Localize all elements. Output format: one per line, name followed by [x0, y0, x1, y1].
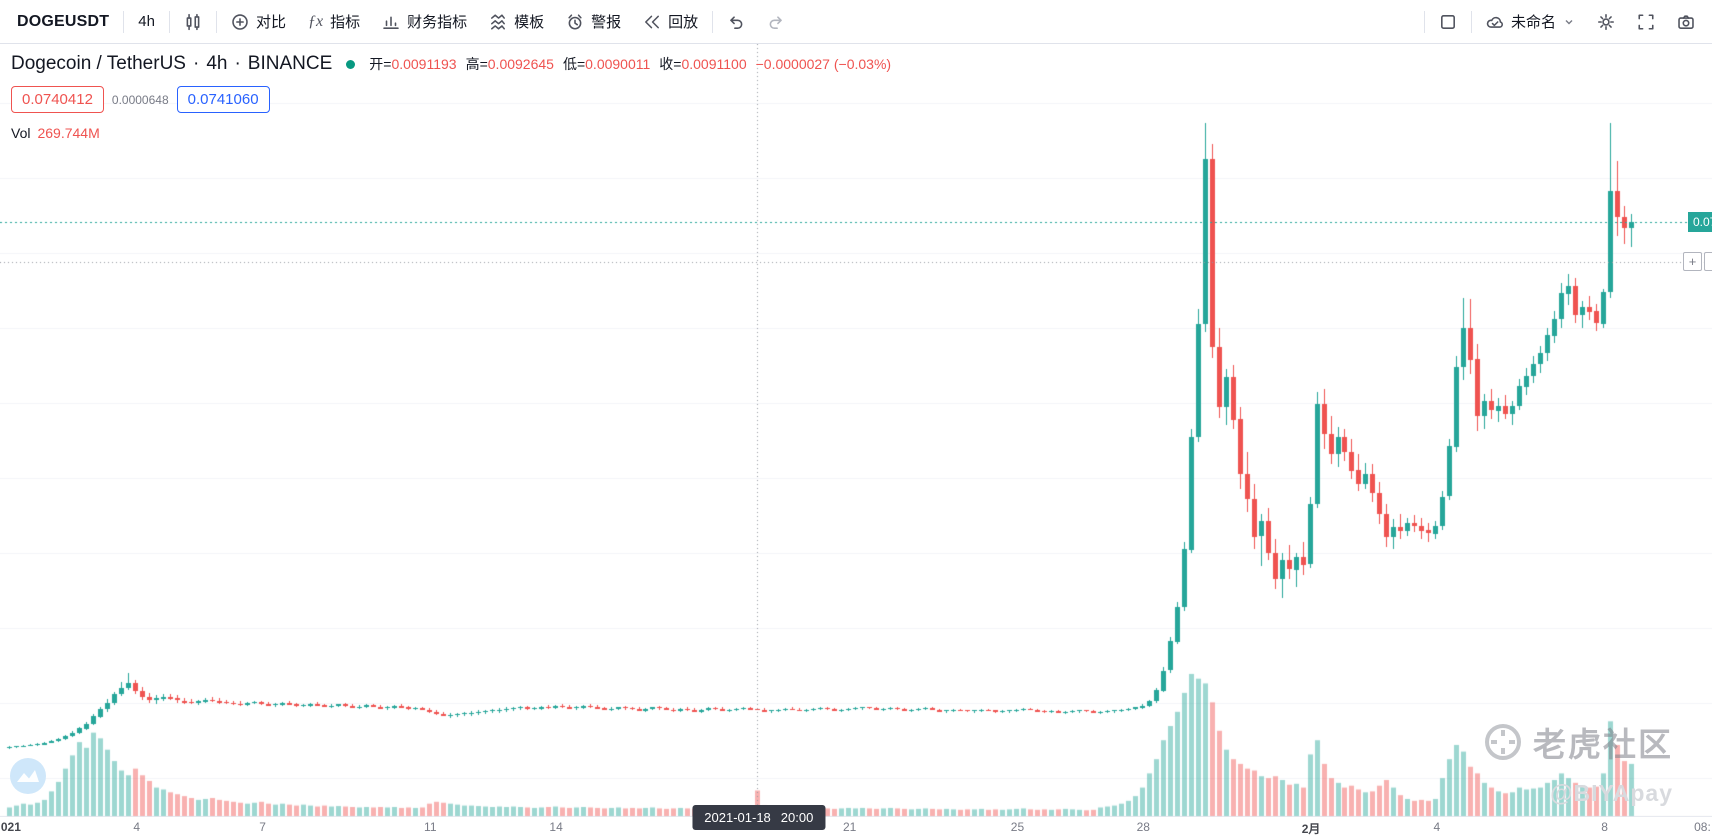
fullscreen-icon	[1638, 13, 1654, 30]
volume-label: Vol	[11, 125, 31, 141]
spread-value: 0.0000648	[111, 92, 169, 107]
time-axis-label: 7	[259, 820, 266, 834]
time-axis-label: 4	[133, 820, 141, 834]
high-value: 0.0092645	[487, 56, 554, 72]
symbol-title-row: Dogecoin / TetherUS · 4h · BINANCE 开=0.0…	[11, 53, 891, 75]
time-axis-label: 8	[1601, 820, 1608, 834]
title-separator: ·	[192, 53, 200, 74]
alert-label: 警报	[591, 14, 622, 31]
layout-icon	[1441, 14, 1455, 29]
toolbar-separator	[168, 10, 170, 33]
sell-button[interactable]: 0.0740412	[11, 86, 104, 113]
time-axis-label: 08:	[1694, 820, 1711, 834]
close-value: 0.0091100	[681, 56, 747, 72]
chevron-down-icon	[1565, 19, 1573, 24]
broker-logo[interactable]	[9, 757, 47, 795]
fx-icon: ƒx	[307, 12, 324, 30]
low-value: 0.0090011	[585, 56, 651, 72]
top-toolbar: DOGEUSDT 4h 对比 ƒx 指标 财务指标	[0, 0, 1712, 44]
trade-buttons-row: 0.0740412 0.0000648 0.0741060	[11, 86, 891, 113]
toolbar-separator	[1423, 10, 1425, 33]
open-value: 0.0091193	[391, 56, 457, 72]
title-exchange[interactable]: BINANCE	[247, 53, 333, 74]
high-label: 高=	[465, 56, 488, 72]
symbol-button[interactable]: DOGEUSDT	[17, 12, 110, 30]
toolbar-separator	[1470, 10, 1472, 33]
crosshair-date: 2021-01-18	[704, 810, 771, 825]
templates-label: 模板	[514, 14, 545, 31]
replay-button[interactable]: 回放	[632, 4, 709, 40]
close-label: 收=	[659, 56, 682, 72]
time-axis[interactable]: 021 4 7 11 14 21 25 28 2月 4 8 08:	[0, 817, 1712, 839]
time-axis-label: 28	[1136, 820, 1150, 834]
candlestick-icon	[186, 13, 200, 30]
camera-icon	[1678, 14, 1694, 29]
cloud-check-icon	[1486, 16, 1503, 28]
settings-button[interactable]	[1586, 4, 1626, 40]
time-axis-label: 25	[1010, 820, 1025, 834]
bar-chart-icon	[383, 15, 399, 29]
templates-button[interactable]: 模板	[478, 4, 555, 40]
financial-indicators-label: 财务指标	[407, 14, 468, 31]
redo-icon	[769, 15, 783, 29]
rewind-icon	[645, 15, 660, 28]
alert-button[interactable]: 警报	[555, 4, 632, 40]
time-axis-label: 21	[843, 820, 857, 834]
save-layout-button[interactable]: 未命名	[1475, 4, 1586, 40]
time-axis-label: 2月	[1301, 822, 1321, 836]
ohlc-readout: 开=0.0091193 高=0.0092645 低=0.0090011 收=0.…	[369, 54, 891, 74]
toolbar-left-group: DOGEUSDT 4h 对比 ƒx 指标 财务指标	[6, 0, 796, 43]
add-order-plus-button[interactable]: +	[1683, 252, 1702, 271]
toolbar-separator	[712, 10, 714, 33]
crosshair-date-tooltip: 2021-01-18 20:00	[692, 805, 826, 830]
interval-button[interactable]: 4h	[138, 13, 155, 30]
toolbar-separator	[215, 10, 217, 33]
buy-button[interactable]: 0.0741060	[176, 86, 270, 113]
fullscreen-button[interactable]	[1626, 4, 1666, 40]
time-axis-label: 4	[1433, 820, 1441, 834]
chart-legend: Dogecoin / TetherUS · 4h · BINANCE 开=0.0…	[11, 53, 891, 141]
symbol-title[interactable]: Dogecoin / TetherUS	[11, 53, 186, 74]
time-axis-label: 021	[0, 820, 21, 834]
chart-type-button[interactable]	[173, 4, 213, 40]
replay-label: 回放	[668, 14, 699, 31]
title-separator: ·	[234, 53, 241, 74]
time-axis-label: 11	[424, 820, 437, 834]
toolbar-right-group: 未命名	[1421, 0, 1706, 43]
low-label: 低=	[562, 56, 586, 72]
plus-circle-icon	[232, 13, 248, 30]
time-axis-label: 14	[549, 820, 563, 834]
open-label: 开=	[369, 56, 392, 72]
market-status-dot	[346, 59, 356, 69]
undo-button[interactable]	[716, 4, 756, 40]
gear-icon	[1598, 13, 1614, 30]
layout-name-label: 未命名	[1510, 14, 1556, 31]
compare-button[interactable]: 对比	[220, 4, 297, 40]
financial-indicators-button[interactable]: 财务指标	[371, 4, 478, 40]
axis-more-button[interactable]: ⋮	[1704, 252, 1712, 271]
change-value: −0.0000027 (−0.03%)	[755, 56, 892, 72]
screenshot-button[interactable]	[1666, 4, 1706, 40]
price-axis-quick-actions: + ⋮	[1683, 252, 1712, 271]
layout-select-button[interactable]	[1428, 4, 1468, 40]
last-price-tag: 0.0741060	[1688, 212, 1712, 232]
volume-readout: Vol 269.744M	[11, 125, 891, 141]
compare-label: 对比	[255, 14, 286, 31]
toolbar-separator	[123, 10, 125, 33]
template-icon	[491, 13, 506, 30]
indicators-label: 指标	[330, 14, 361, 31]
title-interval[interactable]: 4h	[206, 53, 228, 74]
crosshair-time: 20:00	[780, 810, 814, 825]
redo-button[interactable]	[756, 4, 796, 40]
volume-value: 269.744M	[37, 125, 100, 141]
indicators-button[interactable]: ƒx 指标	[297, 4, 371, 40]
undo-icon	[730, 15, 743, 29]
alarm-clock-icon	[568, 13, 582, 30]
